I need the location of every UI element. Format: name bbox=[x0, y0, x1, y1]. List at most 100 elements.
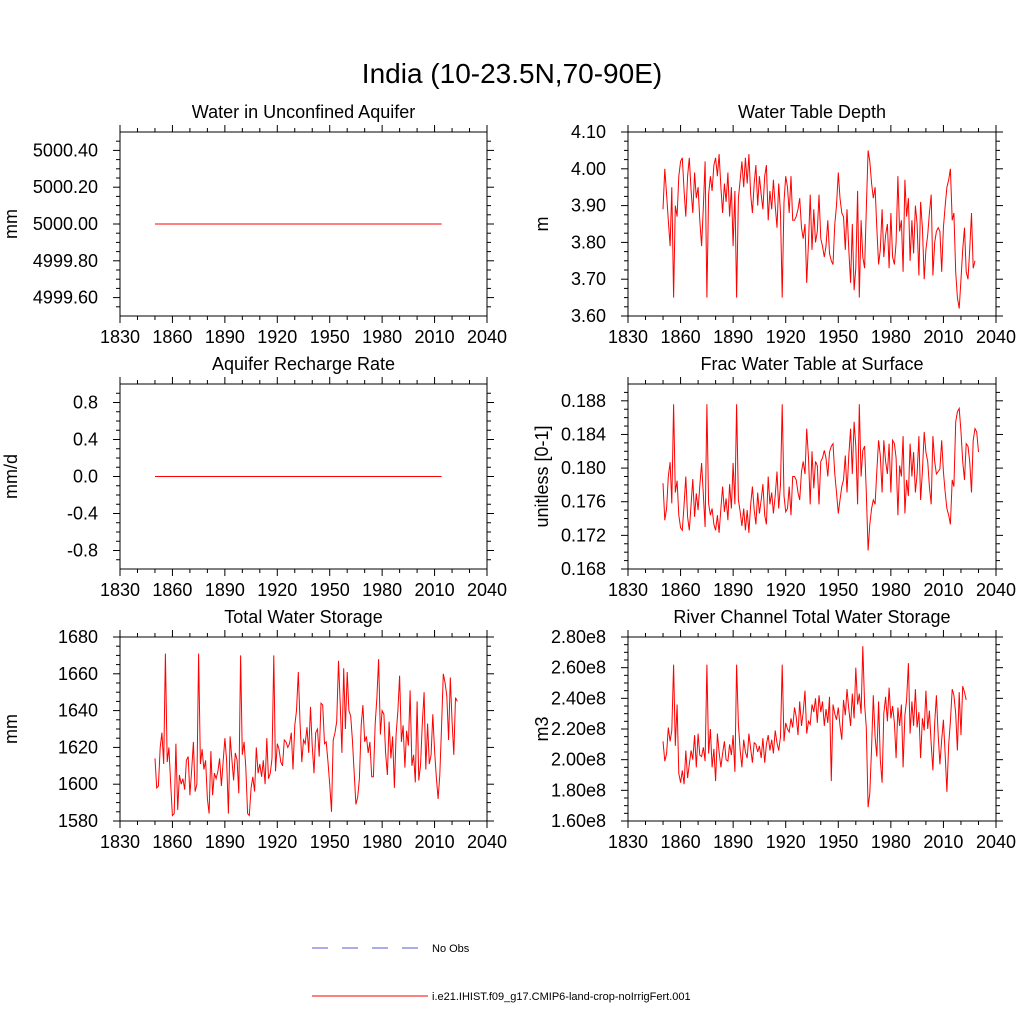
x-tick-label: 2040 bbox=[976, 327, 1016, 347]
x-tick-label: 1950 bbox=[818, 580, 858, 600]
y-tick-label: 5000.00 bbox=[33, 214, 98, 234]
x-tick-label: 1830 bbox=[608, 327, 648, 347]
y-tick-label: 4.10 bbox=[571, 122, 606, 142]
y-axis-label: m bbox=[532, 217, 552, 232]
x-tick-label: 2010 bbox=[415, 327, 455, 347]
x-tick-label: 1920 bbox=[766, 832, 806, 852]
x-tick-label: 1920 bbox=[766, 327, 806, 347]
y-tick-label: 0.188 bbox=[561, 391, 606, 411]
chart-panels: Water in Unconfined Aquifer 1830 1860 1890 1… bbox=[1, 102, 1016, 852]
x-tick-label: 1890 bbox=[713, 832, 753, 852]
plot-frame bbox=[627, 131, 997, 317]
x-tick-label: 1980 bbox=[362, 832, 402, 852]
x-tick-label: 1980 bbox=[871, 832, 911, 852]
x-tick-label: 1890 bbox=[205, 580, 245, 600]
x-tick-label: 2040 bbox=[467, 327, 507, 347]
y-axis-label: mm/d bbox=[1, 454, 21, 499]
x-tick-label: 1860 bbox=[661, 832, 701, 852]
x-tick-label: 1950 bbox=[818, 832, 858, 852]
series-line bbox=[662, 150, 976, 309]
y-tick-label: 1.80e8 bbox=[551, 780, 606, 800]
y-tick-label: 5000.40 bbox=[33, 140, 98, 160]
y-axis-label: m3 bbox=[532, 716, 552, 741]
x-tick-label: 1920 bbox=[257, 832, 297, 852]
x-tick-label: 1980 bbox=[362, 327, 402, 347]
x-tick-label: 2010 bbox=[923, 580, 963, 600]
x-tick-label: 1860 bbox=[152, 832, 192, 852]
y-axis-label: mm bbox=[1, 714, 21, 744]
y-tick-label: 1680 bbox=[58, 627, 98, 647]
x-tick-label: 2010 bbox=[415, 832, 455, 852]
plot-frame bbox=[627, 383, 997, 570]
y-tick-label: 2.60e8 bbox=[551, 658, 606, 678]
y-tick-label: 2.40e8 bbox=[551, 688, 606, 708]
y-tick-label: -0.8 bbox=[67, 541, 98, 561]
y-tick-label: 0.176 bbox=[561, 492, 606, 512]
panel-title: Water in Unconfined Aquifer bbox=[192, 102, 415, 122]
y-tick-label: 1660 bbox=[58, 664, 98, 684]
y-tick-label: 1580 bbox=[58, 811, 98, 831]
series-line bbox=[662, 646, 967, 808]
y-tick-label: 1620 bbox=[58, 737, 98, 757]
y-tick-label: 5000.20 bbox=[33, 177, 98, 197]
panel-title: Total Water Storage bbox=[224, 607, 382, 627]
y-tick-label: 1600 bbox=[58, 774, 98, 794]
y-tick-label: 0.0 bbox=[73, 467, 98, 487]
x-tick-label: 1950 bbox=[818, 327, 858, 347]
chart-panel-5: Total Water Storage 1830 1860 1890 1920 1950 1… bbox=[1, 607, 507, 852]
x-tick-label: 1860 bbox=[152, 580, 192, 600]
x-tick-label: 1860 bbox=[661, 580, 701, 600]
x-tick-label: 1890 bbox=[205, 832, 245, 852]
panel-title: River Channel Total Water Storage bbox=[673, 607, 950, 627]
series-line bbox=[662, 404, 979, 551]
x-tick-label: 2010 bbox=[923, 832, 963, 852]
x-tick-label: 1830 bbox=[100, 832, 140, 852]
x-tick-label: 1950 bbox=[310, 580, 350, 600]
x-tick-label: 1830 bbox=[100, 327, 140, 347]
y-tick-label: 0.4 bbox=[73, 430, 98, 450]
x-tick-label: 2040 bbox=[976, 832, 1016, 852]
plot-frame bbox=[627, 636, 997, 822]
legend: No Obs i.e21.IHIST.f09_g17.CMIP6-land-cro… bbox=[312, 943, 691, 1003]
y-tick-label: -0.4 bbox=[67, 504, 98, 524]
x-tick-label: 1950 bbox=[310, 327, 350, 347]
y-tick-label: 4.00 bbox=[571, 159, 606, 179]
series-line bbox=[154, 653, 458, 817]
chart-panel-3: Aquifer Recharge Rate 1830 1860 1890 1920 195… bbox=[1, 354, 507, 600]
x-tick-label: 2040 bbox=[976, 580, 1016, 600]
chart-panel-1: Water in Unconfined Aquifer 1830 1860 1890 1… bbox=[1, 102, 507, 347]
y-tick-label: 2.20e8 bbox=[551, 719, 606, 739]
x-tick-label: 2040 bbox=[467, 580, 507, 600]
y-tick-label: 0.172 bbox=[561, 525, 606, 545]
x-tick-label: 1890 bbox=[713, 580, 753, 600]
y-tick-label: 0.184 bbox=[561, 424, 606, 444]
y-tick-label: 2.80e8 bbox=[551, 627, 606, 647]
x-tick-label: 1950 bbox=[310, 832, 350, 852]
x-tick-label: 1860 bbox=[661, 327, 701, 347]
x-tick-label: 1890 bbox=[713, 327, 753, 347]
y-tick-label: 3.70 bbox=[571, 269, 606, 289]
x-tick-label: 1860 bbox=[152, 327, 192, 347]
legend-label-1: No Obs bbox=[432, 943, 470, 955]
y-tick-label: 3.90 bbox=[571, 196, 606, 216]
chart-panel-4: Frac Water Table at Surface 1830 1860 1890 1… bbox=[532, 354, 1016, 600]
y-tick-label: 4999.80 bbox=[33, 251, 98, 271]
y-tick-label: 0.8 bbox=[73, 393, 98, 413]
chart-panel-2: Water Table Depth 1830 1860 1890 1920 1950 198… bbox=[532, 102, 1016, 347]
legend-label-2: i.e21.IHIST.f09_g17.CMIP6-land-crop-noIr… bbox=[432, 991, 691, 1003]
y-tick-label: 4999.60 bbox=[33, 288, 98, 308]
x-tick-label: 1830 bbox=[608, 580, 648, 600]
x-tick-label: 2040 bbox=[467, 832, 507, 852]
x-tick-label: 1980 bbox=[871, 580, 911, 600]
y-tick-label: 1640 bbox=[58, 701, 98, 721]
y-tick-label: 1.60e8 bbox=[551, 811, 606, 831]
y-tick-label: 2.00e8 bbox=[551, 750, 606, 770]
y-tick-label: 3.60 bbox=[571, 306, 606, 326]
x-tick-label: 1920 bbox=[257, 327, 297, 347]
panel-title: Frac Water Table at Surface bbox=[700, 354, 923, 374]
x-tick-label: 1830 bbox=[100, 580, 140, 600]
x-tick-label: 1980 bbox=[871, 327, 911, 347]
x-tick-label: 1980 bbox=[362, 580, 402, 600]
y-tick-label: 0.180 bbox=[561, 458, 606, 478]
